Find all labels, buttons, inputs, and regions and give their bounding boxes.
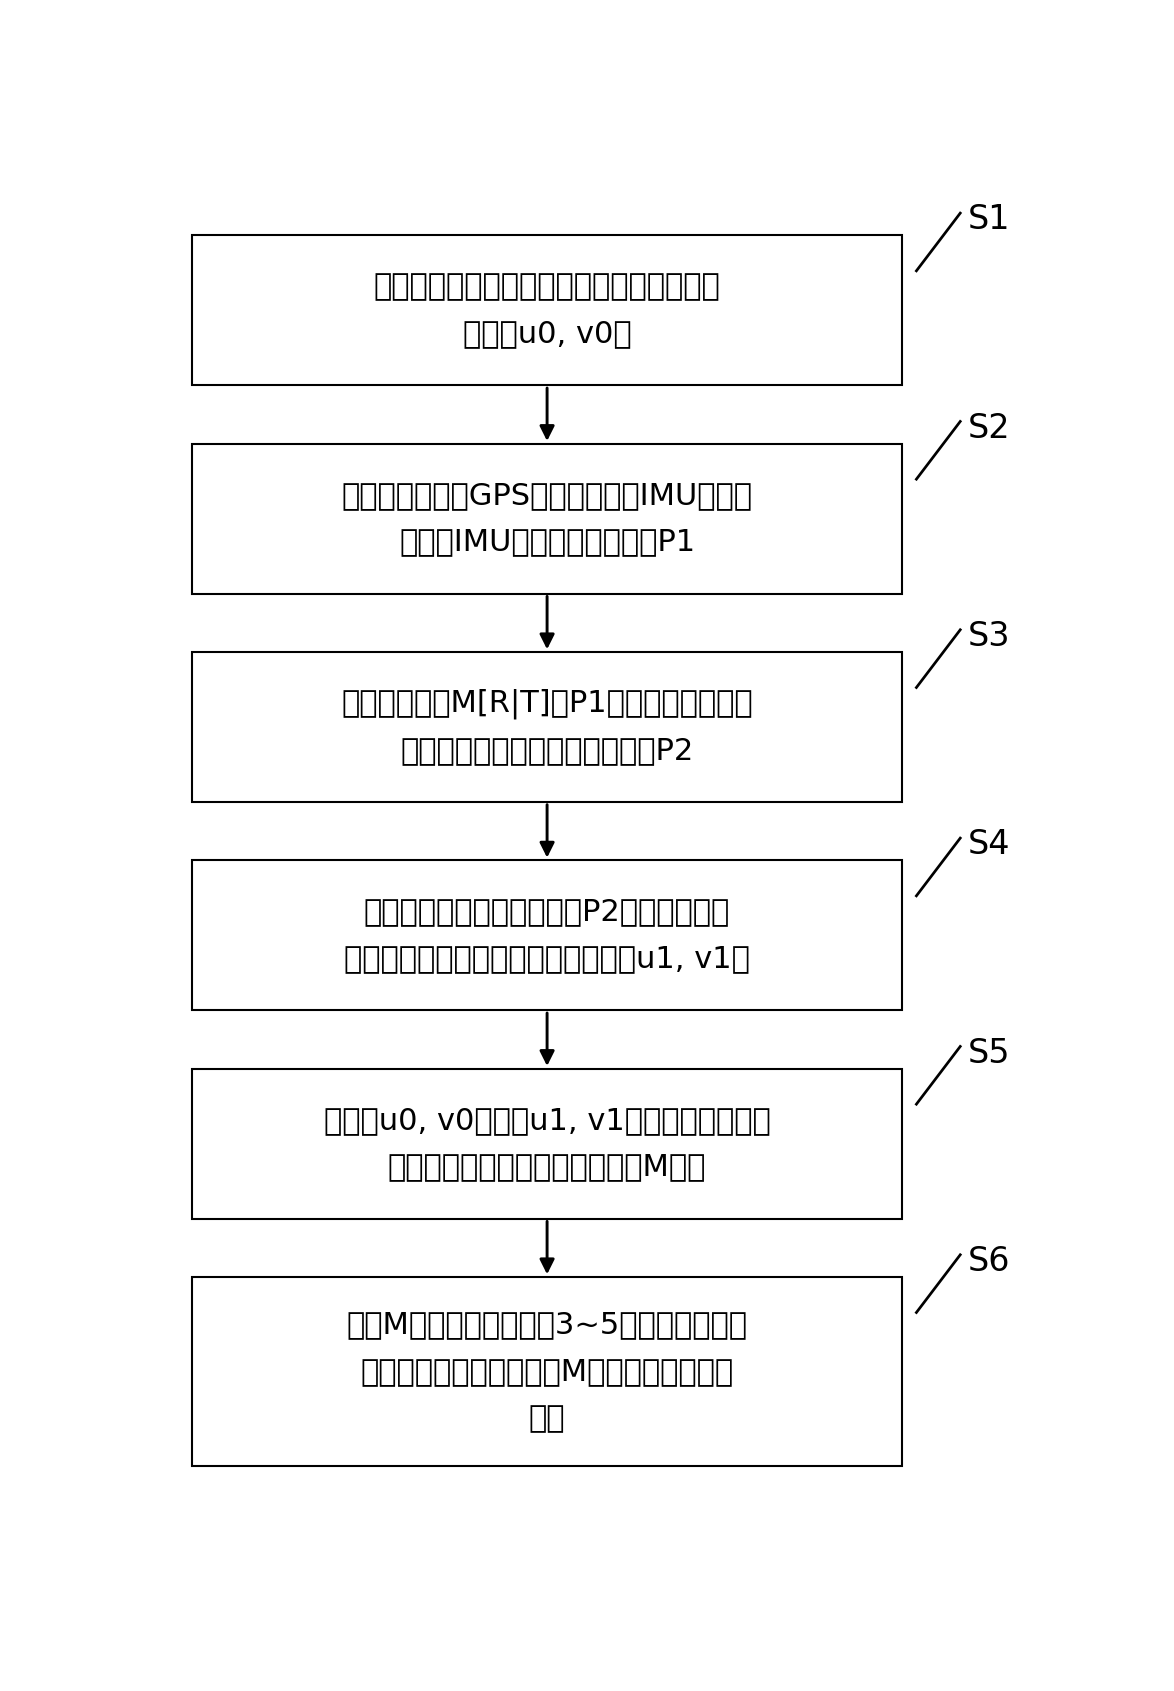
Text: 数，计算重投影误差，该函数与M相关: 数，计算重投影误差，该函数与M相关 bbox=[387, 1153, 707, 1182]
Text: S2: S2 bbox=[967, 411, 1010, 445]
Text: 获取标记点的图像，识别标记点在图像中的: 获取标记点的图像，识别标记点在图像中的 bbox=[373, 272, 721, 301]
Bar bbox=[193, 653, 902, 802]
Bar bbox=[193, 235, 902, 386]
Bar bbox=[193, 861, 902, 1010]
Text: S4: S4 bbox=[967, 829, 1010, 861]
Text: 构建（u0, v0）和（u1, v1）的重投影误差函: 构建（u0, v0）和（u1, v1）的重投影误差函 bbox=[324, 1106, 770, 1135]
Text: S6: S6 bbox=[967, 1245, 1010, 1278]
Text: 原点的IMU坐标系下，得到点P1: 原点的IMU坐标系下，得到点P1 bbox=[399, 528, 695, 556]
Text: 通过相机自身的投影矩阵将P2转换到图像坐: 通过相机自身的投影矩阵将P2转换到图像坐 bbox=[364, 898, 730, 927]
Text: 将标记点的实际GPS位置转换到以IMU为坐标: 将标记点的实际GPS位置转换到以IMU为坐标 bbox=[342, 480, 753, 509]
Text: 结果: 结果 bbox=[528, 1404, 566, 1432]
Text: 标原点的相机坐标系下，得到点P2: 标原点的相机坐标系下，得到点P2 bbox=[400, 736, 694, 764]
Text: S1: S1 bbox=[967, 203, 1010, 237]
Text: 通过变换矩阵M[R|T]将P1转换到以相机为坐: 通过变换矩阵M[R|T]将P1转换到以相机为坐 bbox=[342, 688, 753, 719]
Bar bbox=[193, 443, 902, 594]
Text: 优化M的值，重复上述的3~5步，直至重投影: 优化M的值，重复上述的3~5步，直至重投影 bbox=[346, 1311, 748, 1339]
Text: S3: S3 bbox=[967, 621, 1010, 653]
Text: 标系下，得到该点在图像上的投影（u1, v1）: 标系下，得到该点在图像上的投影（u1, v1） bbox=[344, 944, 750, 974]
Bar bbox=[193, 1069, 902, 1219]
Text: S5: S5 bbox=[967, 1037, 1010, 1070]
Text: 位置（u0, v0）: 位置（u0, v0） bbox=[463, 320, 632, 348]
Bar bbox=[193, 1277, 902, 1466]
Text: 误差低于指定阈值，此时M的取值作为标定的: 误差低于指定阈值，此时M的取值作为标定的 bbox=[360, 1358, 734, 1387]
